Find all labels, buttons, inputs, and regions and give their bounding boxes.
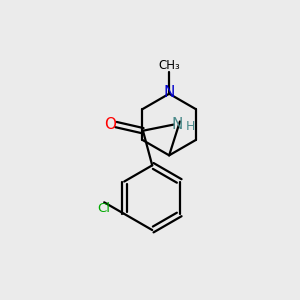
- Text: Cl: Cl: [98, 202, 111, 215]
- Text: O: O: [104, 117, 116, 132]
- Text: N: N: [164, 85, 175, 100]
- Text: CH₃: CH₃: [158, 59, 180, 72]
- Text: N: N: [171, 117, 182, 132]
- Text: H: H: [186, 120, 195, 134]
